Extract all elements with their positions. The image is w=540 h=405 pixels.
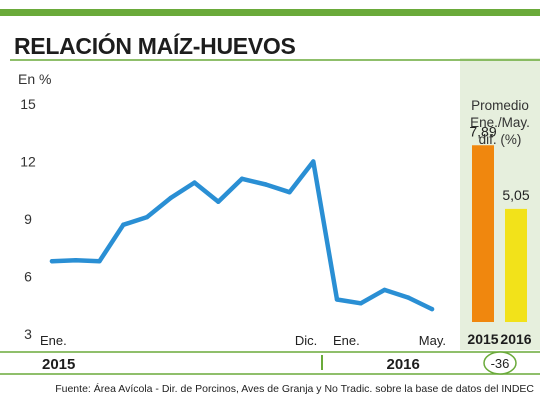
data-point bbox=[169, 196, 173, 200]
data-point bbox=[192, 180, 196, 184]
x-tick-label: May. bbox=[419, 333, 446, 348]
source-note: Fuente: Área Avícola - Dir. de Porcinos,… bbox=[55, 382, 534, 395]
y-axis-unit-label: En % bbox=[18, 71, 51, 87]
data-point bbox=[97, 259, 101, 263]
data-point bbox=[264, 182, 268, 186]
y-tick-label: 3 bbox=[24, 326, 32, 342]
data-point bbox=[74, 258, 78, 262]
summary-category-label: 2016 bbox=[500, 331, 531, 347]
year-label: 2016 bbox=[387, 356, 420, 373]
year-label: 2015 bbox=[42, 356, 75, 373]
difference-value: -36 bbox=[491, 356, 510, 371]
data-point bbox=[121, 223, 125, 227]
y-axis-ticks: 3 6 9 12 15 bbox=[20, 96, 36, 342]
summary-value-label: 7,89 bbox=[469, 123, 496, 139]
summary-category-label: 2015 bbox=[467, 331, 498, 347]
chart-title: RELACIÓN MAÍZ-HUEVOS bbox=[14, 32, 296, 59]
line-series-layer bbox=[50, 159, 434, 311]
y-tick-label: 15 bbox=[20, 96, 36, 112]
data-point bbox=[359, 301, 363, 305]
series-line bbox=[52, 162, 432, 310]
summary-title-line: Promedio bbox=[471, 98, 529, 113]
year-labels: 2015 2016 bbox=[42, 356, 420, 373]
y-tick-label: 6 bbox=[24, 269, 32, 285]
summary-value-label: 5,05 bbox=[502, 187, 529, 203]
x-tick-label: Ene. bbox=[40, 333, 67, 348]
x-axis-ticks: Ene. Dic. Ene. May. bbox=[40, 333, 446, 348]
summary-bar bbox=[505, 209, 527, 322]
y-tick-label: 12 bbox=[20, 154, 36, 170]
data-point bbox=[430, 307, 434, 311]
x-tick-label: Dic. bbox=[295, 333, 317, 348]
data-point bbox=[311, 159, 315, 163]
data-point bbox=[240, 177, 244, 181]
data-point bbox=[382, 288, 386, 292]
y-tick-label: 9 bbox=[24, 211, 32, 227]
data-point bbox=[216, 200, 220, 204]
data-point bbox=[50, 259, 54, 263]
x-tick-label: Ene. bbox=[333, 333, 360, 348]
top-accent-bar bbox=[0, 9, 540, 16]
data-point bbox=[406, 295, 410, 299]
data-point bbox=[335, 297, 339, 301]
summary-bar bbox=[472, 145, 494, 322]
data-point bbox=[145, 215, 149, 219]
data-point bbox=[287, 190, 291, 194]
